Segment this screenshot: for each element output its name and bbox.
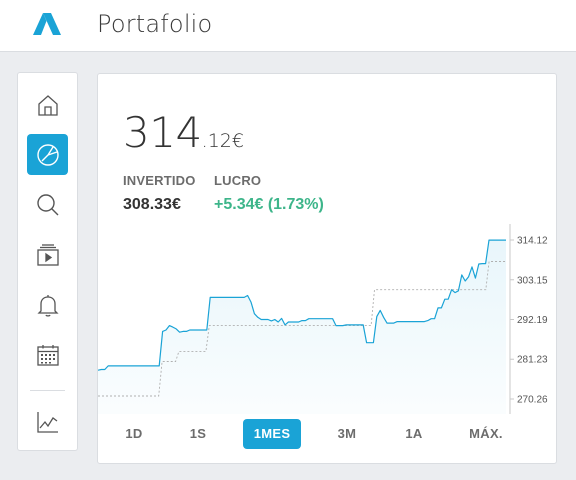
range-1y-button[interactable]: 1A bbox=[405, 426, 423, 441]
nav-search[interactable] bbox=[27, 184, 68, 225]
calendar-icon bbox=[36, 344, 59, 366]
y-tick-label: 281.23 bbox=[517, 355, 548, 366]
nav-portfolio[interactable] bbox=[27, 134, 68, 175]
top-bar: Portafolio bbox=[0, 0, 576, 52]
line-chart-icon bbox=[36, 411, 58, 433]
sidebar bbox=[17, 72, 78, 451]
portfolio-card: 314.12€ INVERTIDO 308.33€ LUCRO +5.34€ (… bbox=[97, 73, 557, 464]
page-title: Portafolio bbox=[97, 10, 213, 38]
y-tick-label: 270.26 bbox=[517, 395, 548, 406]
brand-logo[interactable] bbox=[32, 12, 62, 36]
invested-value: 308.33€ bbox=[123, 196, 181, 213]
home-icon bbox=[37, 94, 58, 116]
nav-alerts[interactable] bbox=[27, 284, 68, 325]
portfolio-series-line bbox=[98, 239, 506, 371]
range-1w-button[interactable]: 1S bbox=[189, 426, 207, 441]
nav-markets[interactable] bbox=[27, 401, 68, 442]
range-1d-button[interactable]: 1D bbox=[125, 426, 143, 441]
y-tick-label: 314.12 bbox=[517, 236, 548, 247]
search-icon bbox=[36, 193, 58, 215]
portfolio-value-integer: 314 bbox=[123, 108, 202, 157]
portfolio-value-decimals: .12€ bbox=[201, 130, 244, 152]
portfolio-chart[interactable]: 314.12 303.15 292.19 281.23 270.26 bbox=[98, 224, 557, 414]
chart-area-fill bbox=[98, 240, 506, 414]
profit-label: LUCRO bbox=[214, 173, 262, 188]
range-3m-button[interactable]: 3M bbox=[337, 426, 357, 441]
sidebar-divider bbox=[30, 390, 65, 391]
pie-chart-icon bbox=[36, 143, 59, 166]
y-tick-label: 292.19 bbox=[517, 315, 548, 326]
range-max-button[interactable]: MÁX. bbox=[469, 426, 503, 441]
profit-value: +5.34€ (1.73%) bbox=[214, 196, 324, 213]
time-range-selector: 1D 1S 1MES 3M 1A MÁX. bbox=[98, 419, 556, 449]
portfolio-value: 314.12€ bbox=[123, 108, 244, 157]
invested-series-line bbox=[98, 261, 506, 397]
nav-calendar[interactable] bbox=[27, 334, 68, 375]
video-icon bbox=[36, 243, 59, 266]
bell-icon bbox=[36, 294, 59, 317]
nav-videos[interactable] bbox=[27, 234, 68, 275]
y-tick-label: 303.15 bbox=[517, 275, 548, 286]
nav-home[interactable] bbox=[27, 84, 68, 125]
invested-label: INVERTIDO bbox=[123, 173, 196, 188]
range-1m-button[interactable]: 1MES bbox=[243, 419, 301, 449]
